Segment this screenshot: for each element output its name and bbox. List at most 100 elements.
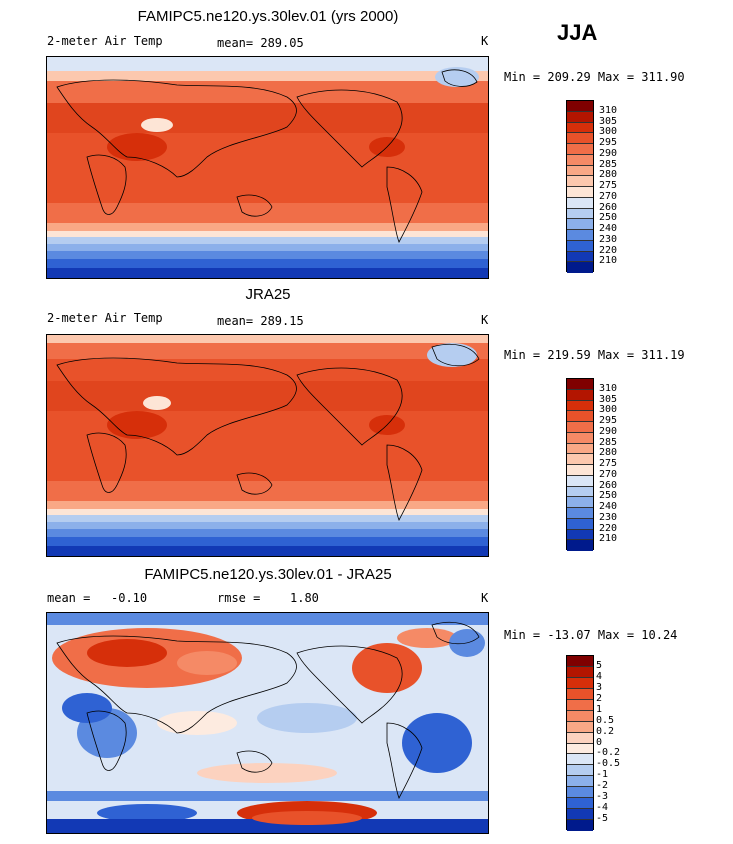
colorbar-tick-label: 280 [599, 447, 618, 459]
colorbar-tick-label: 290 [599, 425, 618, 437]
colorbar-swatch [567, 540, 593, 551]
colorbar-tick-label: -4 [596, 802, 609, 814]
colorbar-swatch [567, 379, 593, 390]
colorbar-swatch [567, 787, 593, 799]
colorbar-tick-label: 295 [599, 137, 618, 148]
colorbar-swatch [567, 208, 593, 220]
colorbar-swatch [567, 176, 593, 187]
colorbar-tick-label: 295 [599, 415, 618, 426]
colorbar-tick-label: 240 [599, 501, 618, 512]
panel-1-colorbar [566, 100, 594, 273]
colorbar-tick-label: 240 [599, 223, 618, 234]
panel-1-minmax: Min = 209.29 Max = 311.90 [504, 70, 685, 84]
colorbar-swatch [567, 165, 593, 177]
panel-3-rmse-label: rmse = [217, 591, 261, 605]
colorbar-swatch [567, 656, 593, 667]
colorbar-tick-label: -1 [596, 769, 609, 781]
colorbar-swatch [567, 422, 593, 433]
panel-3-colorbar [566, 655, 594, 831]
colorbar-swatch [567, 262, 593, 273]
colorbar-swatch [567, 400, 593, 412]
panel-2-units: K [481, 313, 489, 327]
colorbar-swatch [567, 454, 593, 465]
panel-3-map [46, 612, 489, 834]
colorbar-tick-label: 210 [599, 255, 618, 267]
panel-2-title: JRA25 [245, 286, 291, 303]
colorbar-swatch [567, 820, 593, 831]
colorbar-tick-label: 310 [599, 382, 618, 394]
colorbar-swatch [567, 230, 593, 241]
colorbar-tick-label: -0.5 [596, 758, 621, 770]
colorbar-tick-label: 260 [599, 479, 618, 491]
colorbar-tick-label: 210 [599, 533, 618, 545]
colorbar-tick-label: 275 [599, 180, 618, 191]
colorbar-swatch [567, 101, 593, 112]
colorbar-swatch [567, 187, 593, 198]
colorbar-swatch [567, 432, 593, 444]
colorbar-swatch [567, 699, 593, 711]
colorbar-tick-label: 1 [596, 703, 603, 715]
colorbar-swatch [567, 154, 593, 166]
colorbar-tick-label: 260 [599, 201, 618, 213]
colorbar-swatch [567, 475, 593, 487]
colorbar-swatch [567, 133, 593, 144]
colorbar-tick-label: -5 [596, 813, 609, 825]
colorbar-swatch [567, 465, 593, 476]
colorbar-swatch [567, 809, 593, 821]
panel-2-colorbar-labels: 310 305 300 295 290 285 280 275 270 260 250 240 230 2… [599, 378, 639, 550]
colorbar-tick-label: -3 [596, 791, 609, 803]
colorbar-tick-label: 270 [599, 468, 618, 480]
panel-2-colorbar [566, 378, 594, 551]
colorbar-tick-label: -0.2 [596, 747, 621, 759]
colorbar-tick-label: 290 [599, 147, 618, 159]
colorbar-swatch [567, 240, 593, 252]
panel-2-variable-label: 2-meter Air Temp [47, 311, 163, 325]
colorbar-swatch [567, 518, 593, 530]
colorbar-tick-label: 250 [599, 490, 618, 502]
panel-1-mean-label: mean= 289.05 [217, 36, 304, 50]
colorbar-swatch [567, 529, 593, 541]
colorbar-tick-label: 300 [599, 126, 618, 138]
colorbar-swatch [567, 666, 593, 678]
colorbar-swatch [567, 197, 593, 209]
colorbar-swatch [567, 486, 593, 498]
colorbar-swatch [567, 677, 593, 689]
colorbar-tick-label: 5 [596, 659, 603, 671]
colorbar-swatch [567, 144, 593, 155]
panel-1-colorbar-labels: 310 305 300 295 290 285 280 275 270 260 250 240 230 2… [599, 100, 639, 272]
colorbar-swatch [567, 732, 593, 744]
colorbar-tick-label: 220 [599, 244, 618, 256]
season-label: JJA [557, 20, 598, 45]
colorbar-tick-label: 305 [599, 115, 618, 127]
colorbar-tick-label: 2 [596, 692, 603, 704]
colorbar-swatch [567, 111, 593, 123]
colorbar-tick-label: 250 [599, 212, 618, 224]
colorbar-tick-label: 285 [599, 436, 618, 448]
panel-3-title: FAMIPC5.ne120.ys.30lev.01 - JRA25 [144, 566, 392, 583]
colorbar-swatch [567, 798, 593, 810]
colorbar-tick-label: 0.2 [596, 725, 615, 737]
colorbar-tick-label: 0.5 [596, 714, 615, 726]
colorbar-swatch [567, 251, 593, 263]
colorbar-swatch [567, 710, 593, 722]
panel-2-mean-label: mean= 289.15 [217, 314, 304, 328]
colorbar-tick-label: 4 [596, 670, 603, 682]
colorbar-swatch [567, 721, 593, 733]
colorbar-tick-label: 220 [599, 522, 618, 534]
colorbar-swatch [567, 508, 593, 519]
colorbar-swatch [567, 443, 593, 455]
colorbar-tick-label: 275 [599, 458, 618, 469]
colorbar-tick-label: 270 [599, 190, 618, 202]
colorbar-tick-label: 300 [599, 404, 618, 416]
panel-1-title: FAMIPC5.ne120.ys.30lev.01 (yrs 2000) [137, 8, 399, 25]
colorbar-swatch [567, 389, 593, 401]
panel-3-mean-value: -0.10 [111, 591, 148, 605]
panel-2-minmax: Min = 219.59 Max = 311.19 [504, 348, 685, 362]
panel-3-mean-label: mean = [47, 591, 91, 605]
panel-3-units: K [481, 591, 489, 605]
colorbar-swatch [567, 754, 593, 766]
colorbar-tick-label: 310 [599, 104, 618, 116]
panel-3-rmse-value: 1.80 [290, 591, 319, 605]
colorbar-swatch [567, 497, 593, 508]
colorbar-tick-label: 230 [599, 511, 618, 523]
